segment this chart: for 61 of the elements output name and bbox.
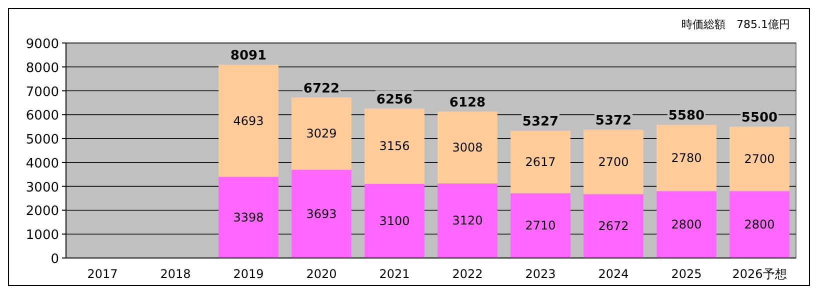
data-label: 3008 <box>452 140 483 155</box>
data-label: 3120 <box>452 214 483 228</box>
x-tick-label: 2023 <box>525 267 556 281</box>
data-label: 2800 <box>744 218 775 232</box>
data-label: 2672 <box>598 219 629 234</box>
data-label: 3156 <box>379 139 410 154</box>
total-label: 5580 <box>668 108 705 124</box>
total-label: 5372 <box>595 114 632 129</box>
data-label: 3029 <box>306 126 337 141</box>
data-label: 2700 <box>744 152 775 166</box>
data-label: 3398 <box>233 210 264 224</box>
bar <box>730 191 790 258</box>
x-tick-label: 2017 <box>87 267 118 281</box>
data-label: 3100 <box>379 214 410 228</box>
x-tick-label: 2022 <box>452 267 483 281</box>
y-tick-label: 7000 <box>26 84 59 100</box>
bar <box>292 170 352 258</box>
data-label: 2800 <box>671 218 702 232</box>
data-label: 2780 <box>671 150 702 165</box>
bar <box>438 112 498 184</box>
bar <box>584 194 644 258</box>
total-label: 6256 <box>376 92 413 108</box>
bar <box>218 176 278 258</box>
bar <box>656 191 716 258</box>
total-label: 5327 <box>522 114 559 130</box>
bar <box>292 97 352 170</box>
y-tick-label: 0 <box>50 252 59 267</box>
y-tick-label: 1000 <box>26 228 59 244</box>
text: 時価総額 785.1億円 <box>682 18 790 31</box>
y-tick-label: 4000 <box>26 156 59 172</box>
data-label: 2617 <box>525 155 556 170</box>
y-tick-label: 2000 <box>26 204 59 220</box>
y-tick-label: 5000 <box>26 132 59 148</box>
x-tick-label: 2020 <box>306 267 337 281</box>
y-tick-label: 8000 <box>26 60 59 76</box>
total-label: 6722 <box>303 81 340 96</box>
x-tick-label: 2018 <box>160 267 191 281</box>
bar <box>364 184 424 258</box>
y-tick-label: 3000 <box>26 180 59 196</box>
x-tick-label: 2021 <box>379 267 410 281</box>
bar <box>584 130 644 194</box>
bar <box>218 64 278 177</box>
bar <box>510 193 570 258</box>
bar <box>730 126 790 192</box>
bar <box>510 130 570 194</box>
x-tick-label: 2019 <box>233 267 264 281</box>
x-tick-label: 2026予想 <box>732 267 787 281</box>
data-label: 3693 <box>306 206 337 221</box>
x-tick-label: 2024 <box>598 267 629 281</box>
total-label: 6128 <box>449 96 486 111</box>
x-tick-label: 2025 <box>671 267 702 281</box>
total-label: 5500 <box>741 110 778 126</box>
data-label: 2700 <box>598 154 629 169</box>
bar <box>364 108 424 184</box>
bar <box>438 183 498 258</box>
bar <box>656 124 716 192</box>
data-label: 2710 <box>525 218 556 233</box>
y-tick-label: 6000 <box>26 108 59 124</box>
data-label: 4693 <box>233 114 264 128</box>
y-tick-label: 9000 <box>26 37 59 52</box>
total-label: 8091 <box>230 48 267 64</box>
